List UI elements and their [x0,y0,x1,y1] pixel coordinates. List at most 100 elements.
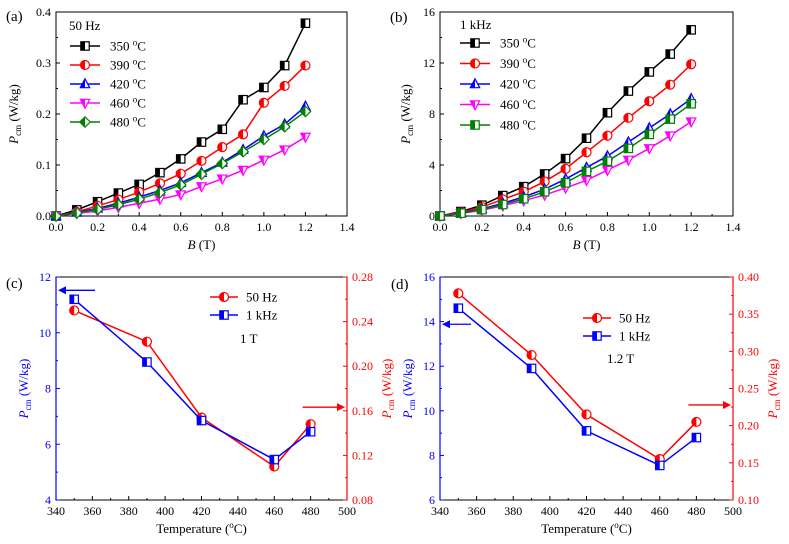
y-right-axis-title: Pcm (W/kg) [379,359,396,420]
x-tick-label: 360 [83,504,101,518]
legend-label: 390 oC [500,55,536,71]
y-right-tick-label: 0.35 [738,307,759,321]
data-point-fill [666,114,671,124]
data-point-fill [133,193,140,205]
x-axis-unit: (T) [196,237,216,252]
x-tick-label: 440 [229,504,247,518]
legend-degree: o [133,114,138,124]
y-left-tick-label: 6 [45,437,51,451]
legend-temp: 390 [110,58,130,73]
data-point-fill [582,167,587,176]
data-point-fill [69,305,75,315]
y-axis-unit: (W/kg) [379,359,394,400]
legend-label: 50 Hz [246,290,278,305]
data-point-fill [155,195,160,205]
legend-degree: o [133,38,138,48]
data-point-fill [69,295,75,304]
x-axis-degree: o [229,520,234,530]
data-point-fill [176,154,181,164]
panel-d: 340 360 380 400 420 440 460 480 500 6 8 10 12 14 16 0.1… [391,270,782,536]
data-point-fill [454,304,459,313]
data-point-fill [624,144,629,153]
x-axis-text: Temperature ( [156,521,229,536]
legend-marker-fill [80,99,85,109]
x-tick-label: 480 [687,504,705,518]
x-tick-label: 340 [47,504,65,518]
y-left-tick-label: 10 [423,404,435,418]
data-point-fill [259,98,264,108]
legend-item: 480 oC [70,114,146,130]
legend-marker-fill [80,41,85,51]
x-tick-label: 1.2 [298,220,313,234]
legend-label: 460 oC [110,95,146,111]
legend-degree: o [133,76,138,86]
legend-degree: o [523,55,528,65]
data-point-fill [300,133,306,143]
data-point-fill [154,187,160,198]
x-tick-label: 0.8 [600,220,615,234]
y-right-tick-label: 0.20 [352,359,373,373]
panel-a: 0.0 0.2 0.4 0.6 0.8 1.0 1.2 1.4 0.0 0.1 0.2 0.3 0.4 B… [6,5,355,252]
data-point-fill [519,194,524,203]
y-left-tick-label: 16 [423,270,435,284]
data-point-fill [540,169,545,179]
data-point-fill [453,288,459,298]
legend-unit: C [137,96,146,111]
x-tick-label: 0.4 [132,220,147,234]
y-right-tick-label: 0.08 [352,493,373,507]
x-axis-unit: (T) [581,237,601,252]
data-point-fill [300,61,306,71]
y-tick-label: 0.2 [36,107,51,121]
legend-item: 50 Hz [210,290,278,305]
series-480 [49,105,312,223]
legend-marker-fill [470,100,475,110]
legend-degree: o [523,35,528,45]
legend-marker-fill [470,38,475,48]
legend-unit: C [527,118,536,133]
data-point-fill [155,168,160,177]
left-axis-arrowhead [442,320,450,329]
panel-annotation: 1 kHz [460,17,492,32]
legend-label: 480 oC [500,117,536,133]
legend-item: 350 oC [70,38,146,54]
x-tick-label: 440 [614,504,632,518]
legend-item: 390 oC [70,57,146,73]
x-tick-label: 0.0 [49,220,64,234]
legend-label: 350 oC [500,35,536,51]
y-axis-var: P [379,410,394,419]
legend-label: 50 Hz [619,311,651,326]
y-axis-sub: cm [407,399,417,410]
legend-degree: o [133,95,138,105]
legend-temp: 390 [500,56,520,71]
y-right-tick-label: 0.15 [738,456,759,470]
legend-temp: 350 [500,36,520,51]
x-axis-degree: o [614,520,619,530]
data-point-fill [582,147,587,157]
panel-label: (c) [6,276,23,292]
x-tick-label: 400 [156,504,174,518]
y-axis-var: P [400,410,415,419]
y-right-tick-label: 0.30 [738,344,759,358]
data-point-fill [92,204,98,215]
y-right-tick-label: 0.25 [738,382,759,396]
data-point-fill [197,137,202,147]
data-point-fill [540,177,545,187]
data-point-fill [602,131,608,141]
data-point-fill [666,49,671,59]
data-point-fill [582,134,587,143]
x-tick-label: 0.4 [516,220,531,234]
x-tick-label: 0.2 [90,220,105,234]
data-point-fill [477,205,482,214]
series-line [73,309,312,468]
y-tick-label: 4 [429,158,435,172]
data-point-fill [645,130,650,139]
panel-b: 0.0 0.2 0.4 0.6 0.8 1.0 1.2 1.4 0 4 8 12 16 B (T) Pcm … [390,5,741,252]
data-point-fill [435,211,440,221]
legend-temp: 350 [110,39,130,54]
panel-c: 340 360 380 400 420 440 460 480 500 4 6 8 10 12 0.08 0.… [6,270,396,536]
legend-degree: o [523,96,528,106]
x-tick-label: 380 [120,504,138,518]
data-point-fill [259,83,264,92]
series-1khz [453,303,702,471]
x-tick-label: 360 [468,504,486,518]
